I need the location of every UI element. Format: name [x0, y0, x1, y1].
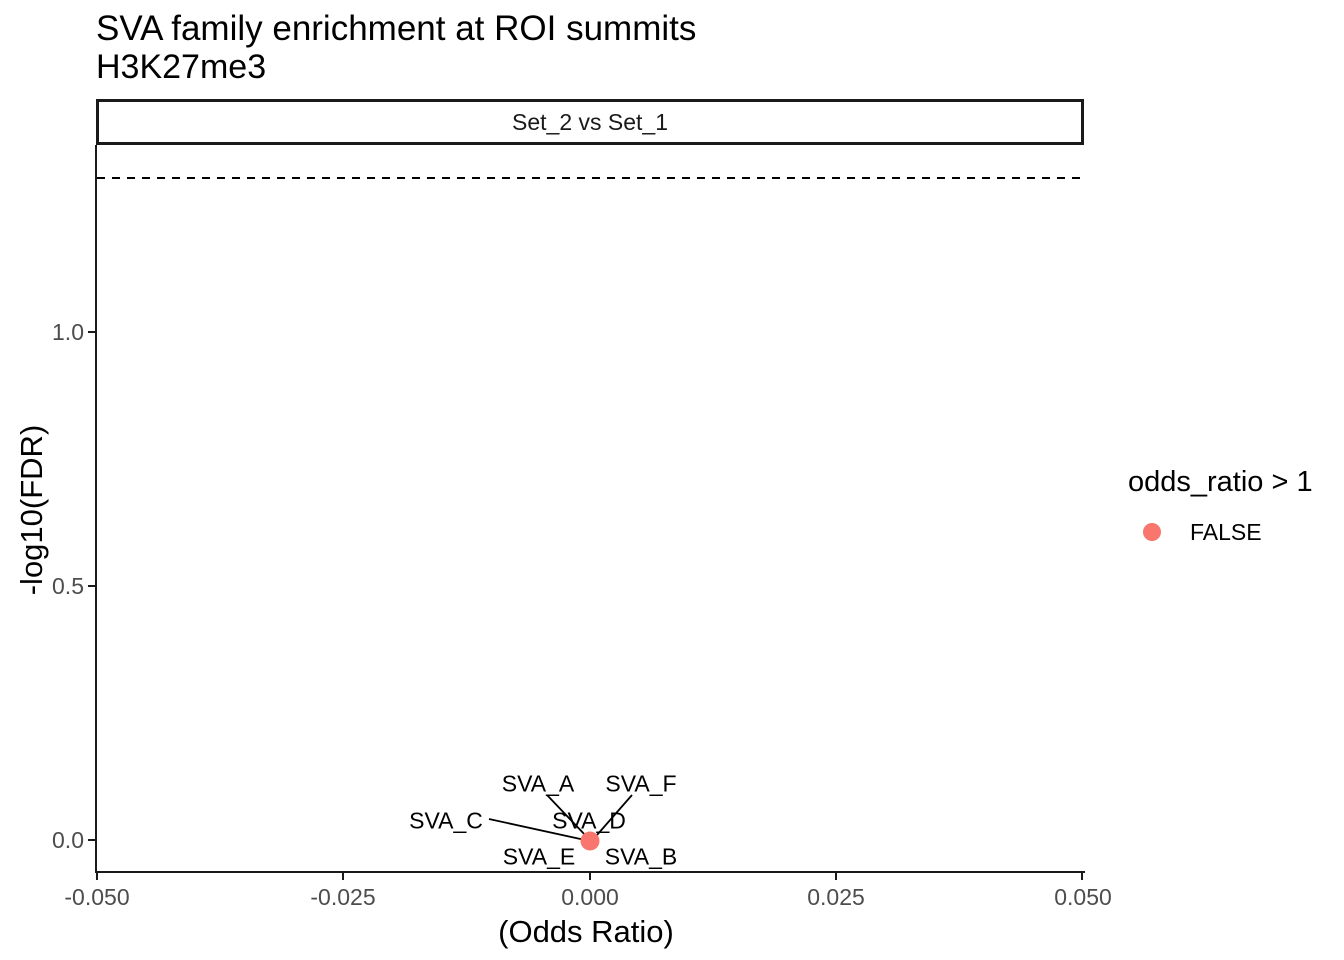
- plot-title: SVA family enrichment at ROI summits: [96, 9, 697, 48]
- point-label-sva-c: SVA_C: [409, 807, 483, 834]
- x-axis-title: (Odds Ratio): [498, 914, 674, 949]
- y-tick-mark: [88, 839, 95, 841]
- facet-strip: Set_2 vs Set_1: [96, 99, 1084, 145]
- point-label-sva-f: SVA_F: [605, 770, 677, 797]
- x-tick-mark: [96, 873, 98, 880]
- y-axis-line: [95, 145, 97, 873]
- x-tick-mark: [589, 873, 591, 880]
- point-label-sva-d: SVA_D: [552, 807, 626, 834]
- x-tick-mark: [1081, 873, 1083, 880]
- y-tick-label: 1.0: [52, 319, 84, 345]
- legend-title: odds_ratio > 1: [1128, 466, 1313, 498]
- y-tick-mark: [88, 585, 95, 587]
- y-tick-label: 0.5: [52, 573, 84, 599]
- point-label-sva-e: SVA_E: [502, 843, 576, 870]
- point-label-sva-b: SVA_B: [604, 843, 678, 870]
- y-axis-title: -log10(FDR): [14, 424, 49, 596]
- x-axis-line: [95, 871, 1085, 873]
- significance-threshold-line: [97, 177, 1083, 179]
- plot-subtitle: H3K27me3: [96, 48, 267, 86]
- x-tick-label: -0.050: [64, 884, 130, 910]
- legend-point-icon: [1143, 523, 1161, 541]
- x-tick-label: 0.025: [807, 884, 865, 910]
- x-tick-mark: [342, 873, 344, 880]
- x-tick-label: 0.050: [1054, 884, 1112, 910]
- x-tick-label: -0.025: [310, 884, 376, 910]
- point-label-sva-a: SVA_A: [501, 770, 575, 797]
- x-tick-mark: [835, 873, 837, 880]
- data-point: [580, 831, 600, 851]
- x-tick-label: 0.000: [561, 884, 619, 910]
- y-tick-mark: [88, 331, 95, 333]
- y-tick-label: 0.0: [52, 827, 84, 853]
- legend-entry-label: FALSE: [1190, 519, 1262, 545]
- facet-strip-label: Set_2 vs Set_1: [512, 108, 668, 135]
